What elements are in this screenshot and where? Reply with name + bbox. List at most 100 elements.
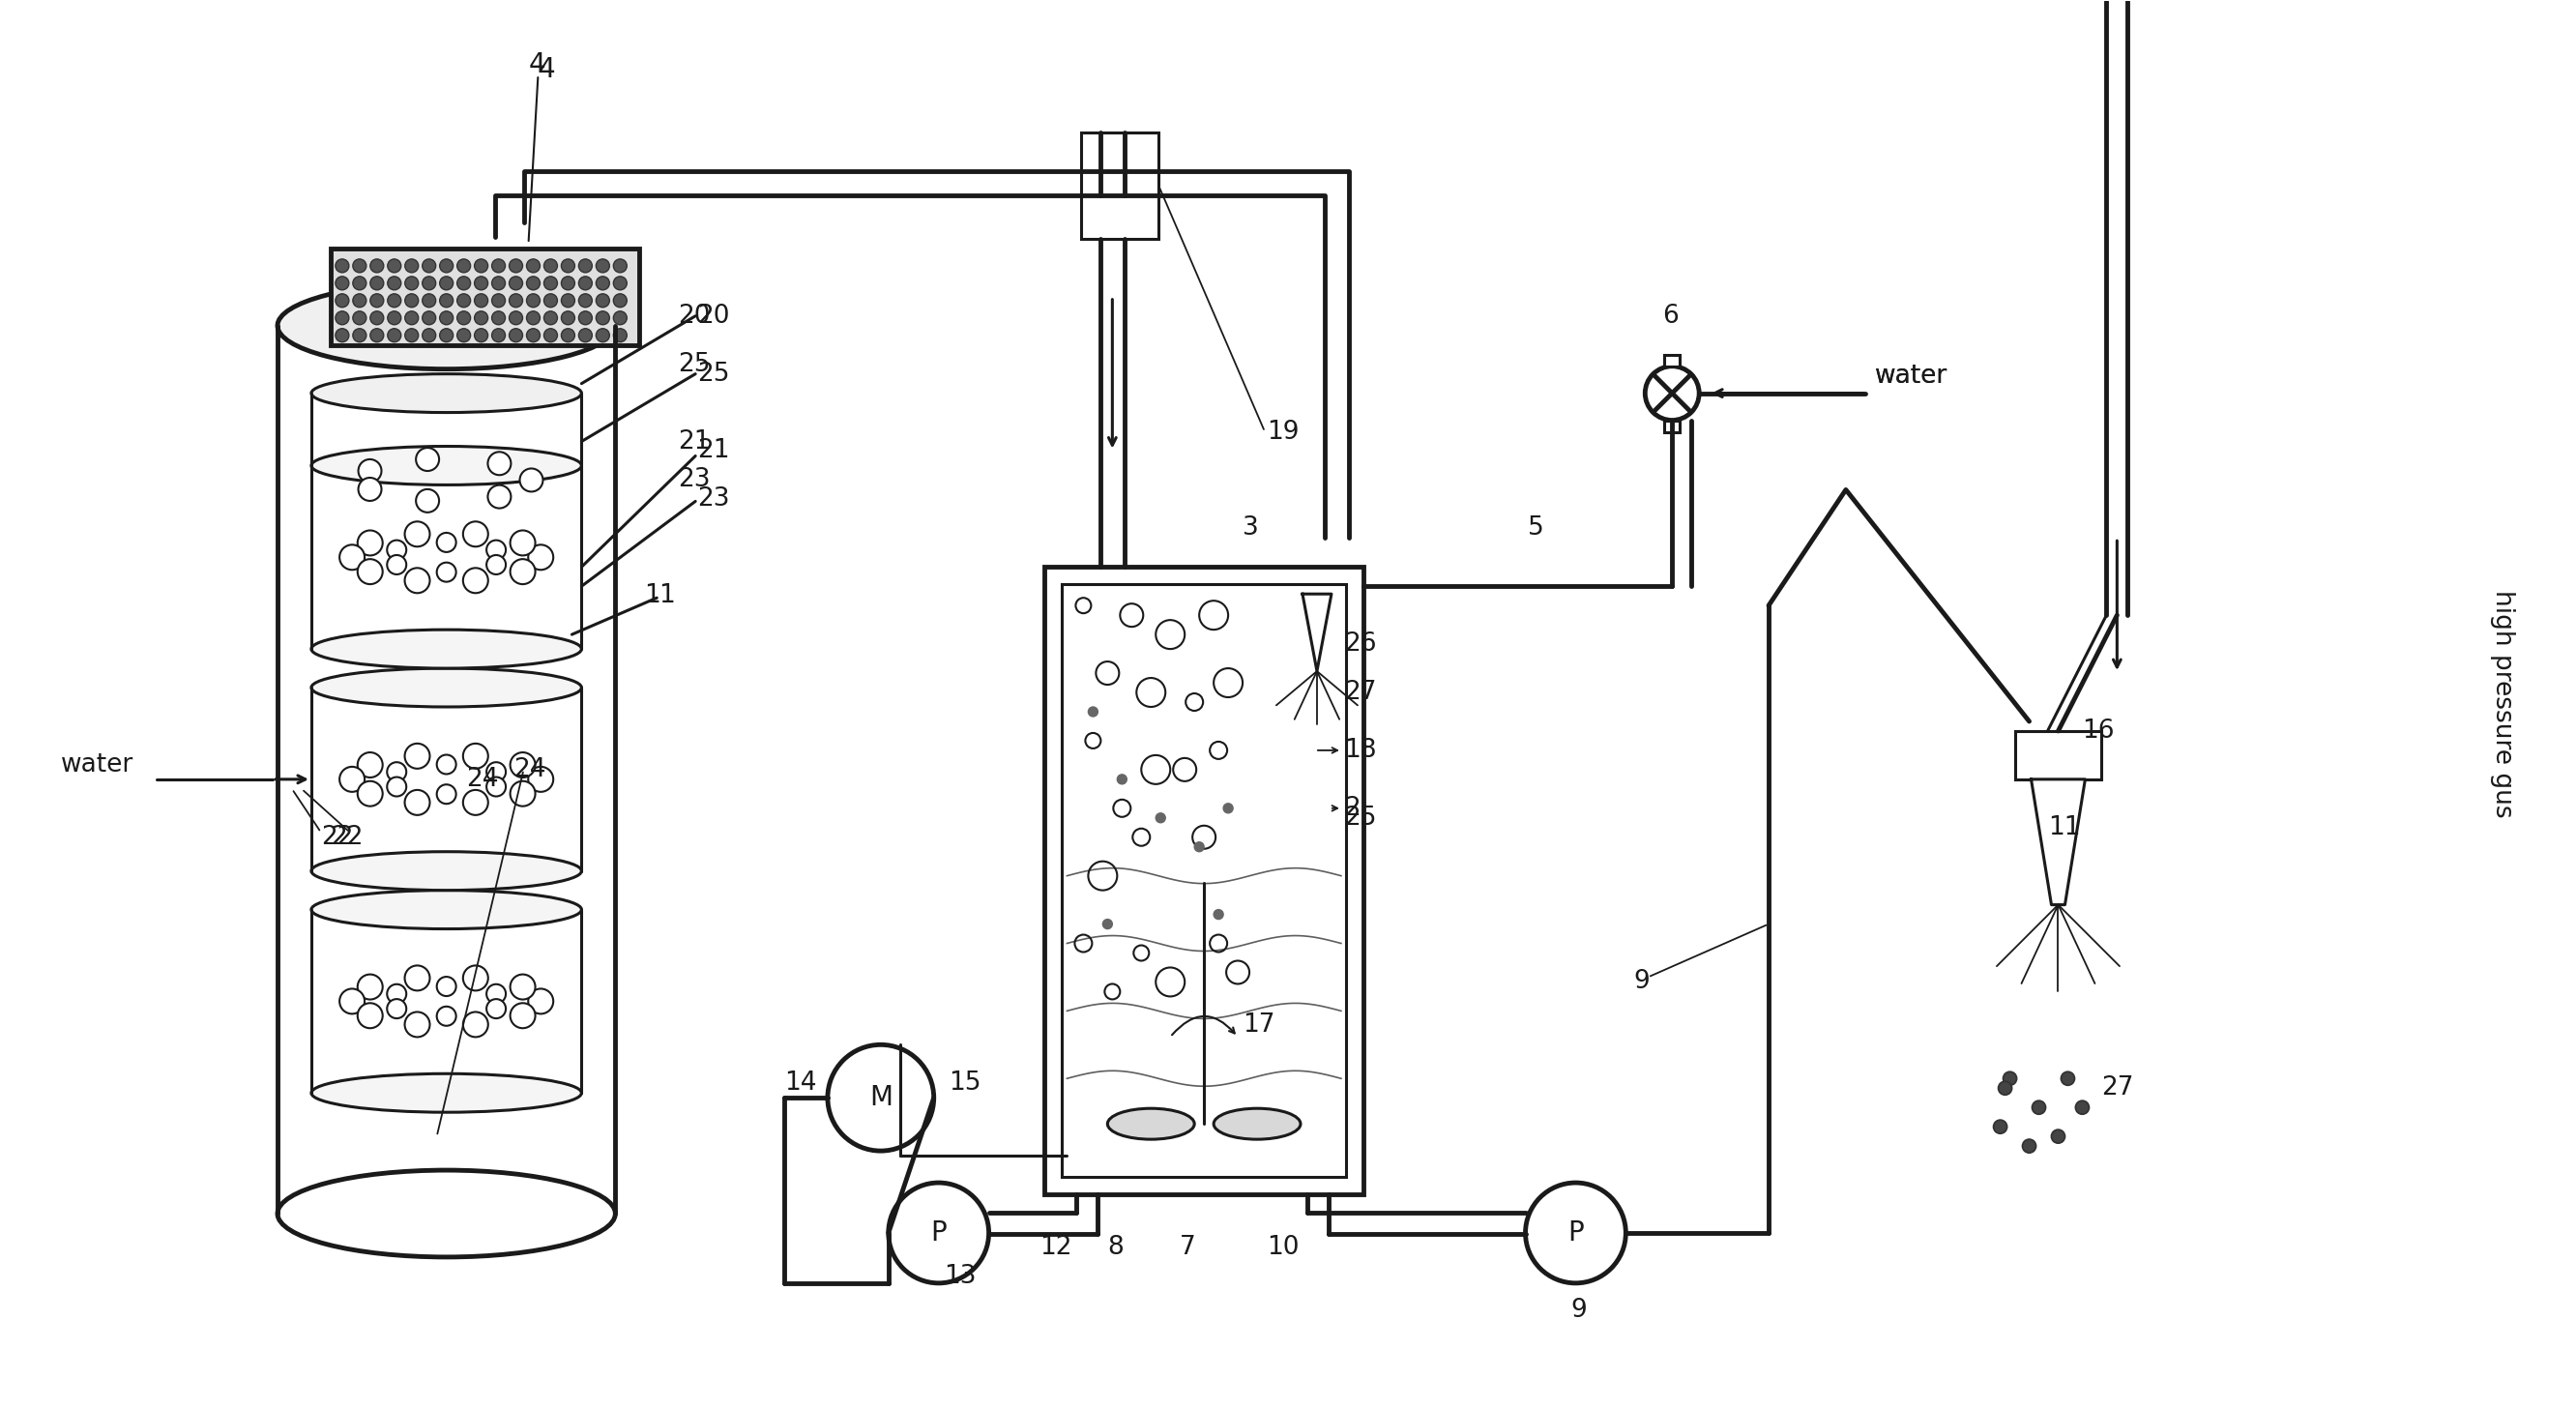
Circle shape [526,294,541,307]
Circle shape [438,563,456,582]
Circle shape [487,452,510,474]
Circle shape [526,276,541,290]
Circle shape [404,966,430,991]
Circle shape [415,489,438,513]
Text: 9: 9 [1571,1298,1587,1322]
Circle shape [510,974,536,1000]
Circle shape [438,1007,456,1026]
Text: 10: 10 [1267,1235,1298,1260]
Text: 23: 23 [698,487,729,513]
Bar [2014,731,2102,779]
Text: 12: 12 [1041,1235,1072,1260]
Circle shape [474,294,487,307]
Circle shape [371,311,384,325]
Circle shape [474,259,487,273]
Text: 9: 9 [1633,969,1649,994]
Circle shape [353,328,366,342]
Circle shape [386,555,407,574]
Text: 22: 22 [322,825,353,850]
Circle shape [613,294,626,307]
Circle shape [544,294,556,307]
Circle shape [404,1012,430,1038]
Ellipse shape [1108,1108,1195,1139]
Circle shape [422,311,435,325]
Circle shape [613,311,626,325]
Circle shape [528,545,554,570]
Circle shape [492,259,505,273]
Circle shape [595,311,611,325]
Circle shape [595,259,611,273]
Text: 27: 27 [2102,1076,2133,1101]
Ellipse shape [1213,1108,1301,1139]
Text: 16: 16 [2081,718,2115,743]
Text: 20: 20 [698,303,729,328]
Circle shape [386,259,402,273]
Circle shape [440,259,453,273]
Circle shape [580,294,592,307]
Ellipse shape [312,446,582,484]
Circle shape [510,328,523,342]
Bar [330,248,639,345]
Circle shape [544,311,556,325]
Circle shape [595,294,611,307]
Circle shape [580,311,592,325]
Circle shape [526,259,541,273]
Circle shape [340,545,366,570]
Circle shape [544,259,556,273]
Text: 25: 25 [677,352,711,377]
Circle shape [358,974,384,1000]
Circle shape [520,469,544,491]
Text: 26: 26 [1345,632,1376,656]
Ellipse shape [278,1170,616,1257]
Polygon shape [1303,594,1332,672]
Circle shape [358,531,384,556]
Circle shape [371,328,384,342]
Text: 27: 27 [1345,680,1376,705]
Circle shape [422,328,435,342]
Circle shape [1195,842,1203,852]
Circle shape [487,762,505,781]
Bar [1664,355,1680,366]
Ellipse shape [312,852,582,890]
Circle shape [386,541,407,559]
Circle shape [404,276,417,290]
Circle shape [1994,1119,2007,1133]
Circle shape [562,294,574,307]
Circle shape [371,294,384,307]
Circle shape [404,294,417,307]
Circle shape [562,276,574,290]
Circle shape [464,567,487,593]
Text: P: P [930,1219,948,1246]
Bar [1061,584,1345,1177]
Circle shape [528,767,554,791]
Circle shape [386,311,402,325]
Text: water: water [1875,363,1947,389]
Circle shape [487,984,505,1004]
Circle shape [510,559,536,584]
Circle shape [889,1183,989,1283]
Circle shape [474,328,487,342]
Text: 15: 15 [948,1070,981,1095]
Circle shape [613,276,626,290]
Text: P: P [1569,1219,1584,1246]
Bar [1664,420,1680,432]
Circle shape [464,790,487,815]
Circle shape [335,294,348,307]
Text: 2: 2 [1345,796,1360,821]
Circle shape [386,328,402,342]
Text: 19: 19 [1267,420,1298,445]
Circle shape [456,294,471,307]
Text: 3: 3 [1242,515,1260,541]
Circle shape [580,328,592,342]
Text: 20: 20 [677,303,711,328]
Circle shape [613,328,626,342]
Circle shape [1525,1183,1625,1283]
Circle shape [438,784,456,804]
Circle shape [358,477,381,501]
Circle shape [386,294,402,307]
Circle shape [422,276,435,290]
Circle shape [487,1000,505,1018]
Text: water: water [1875,363,1947,389]
Circle shape [2032,1101,2045,1114]
Circle shape [358,752,384,777]
